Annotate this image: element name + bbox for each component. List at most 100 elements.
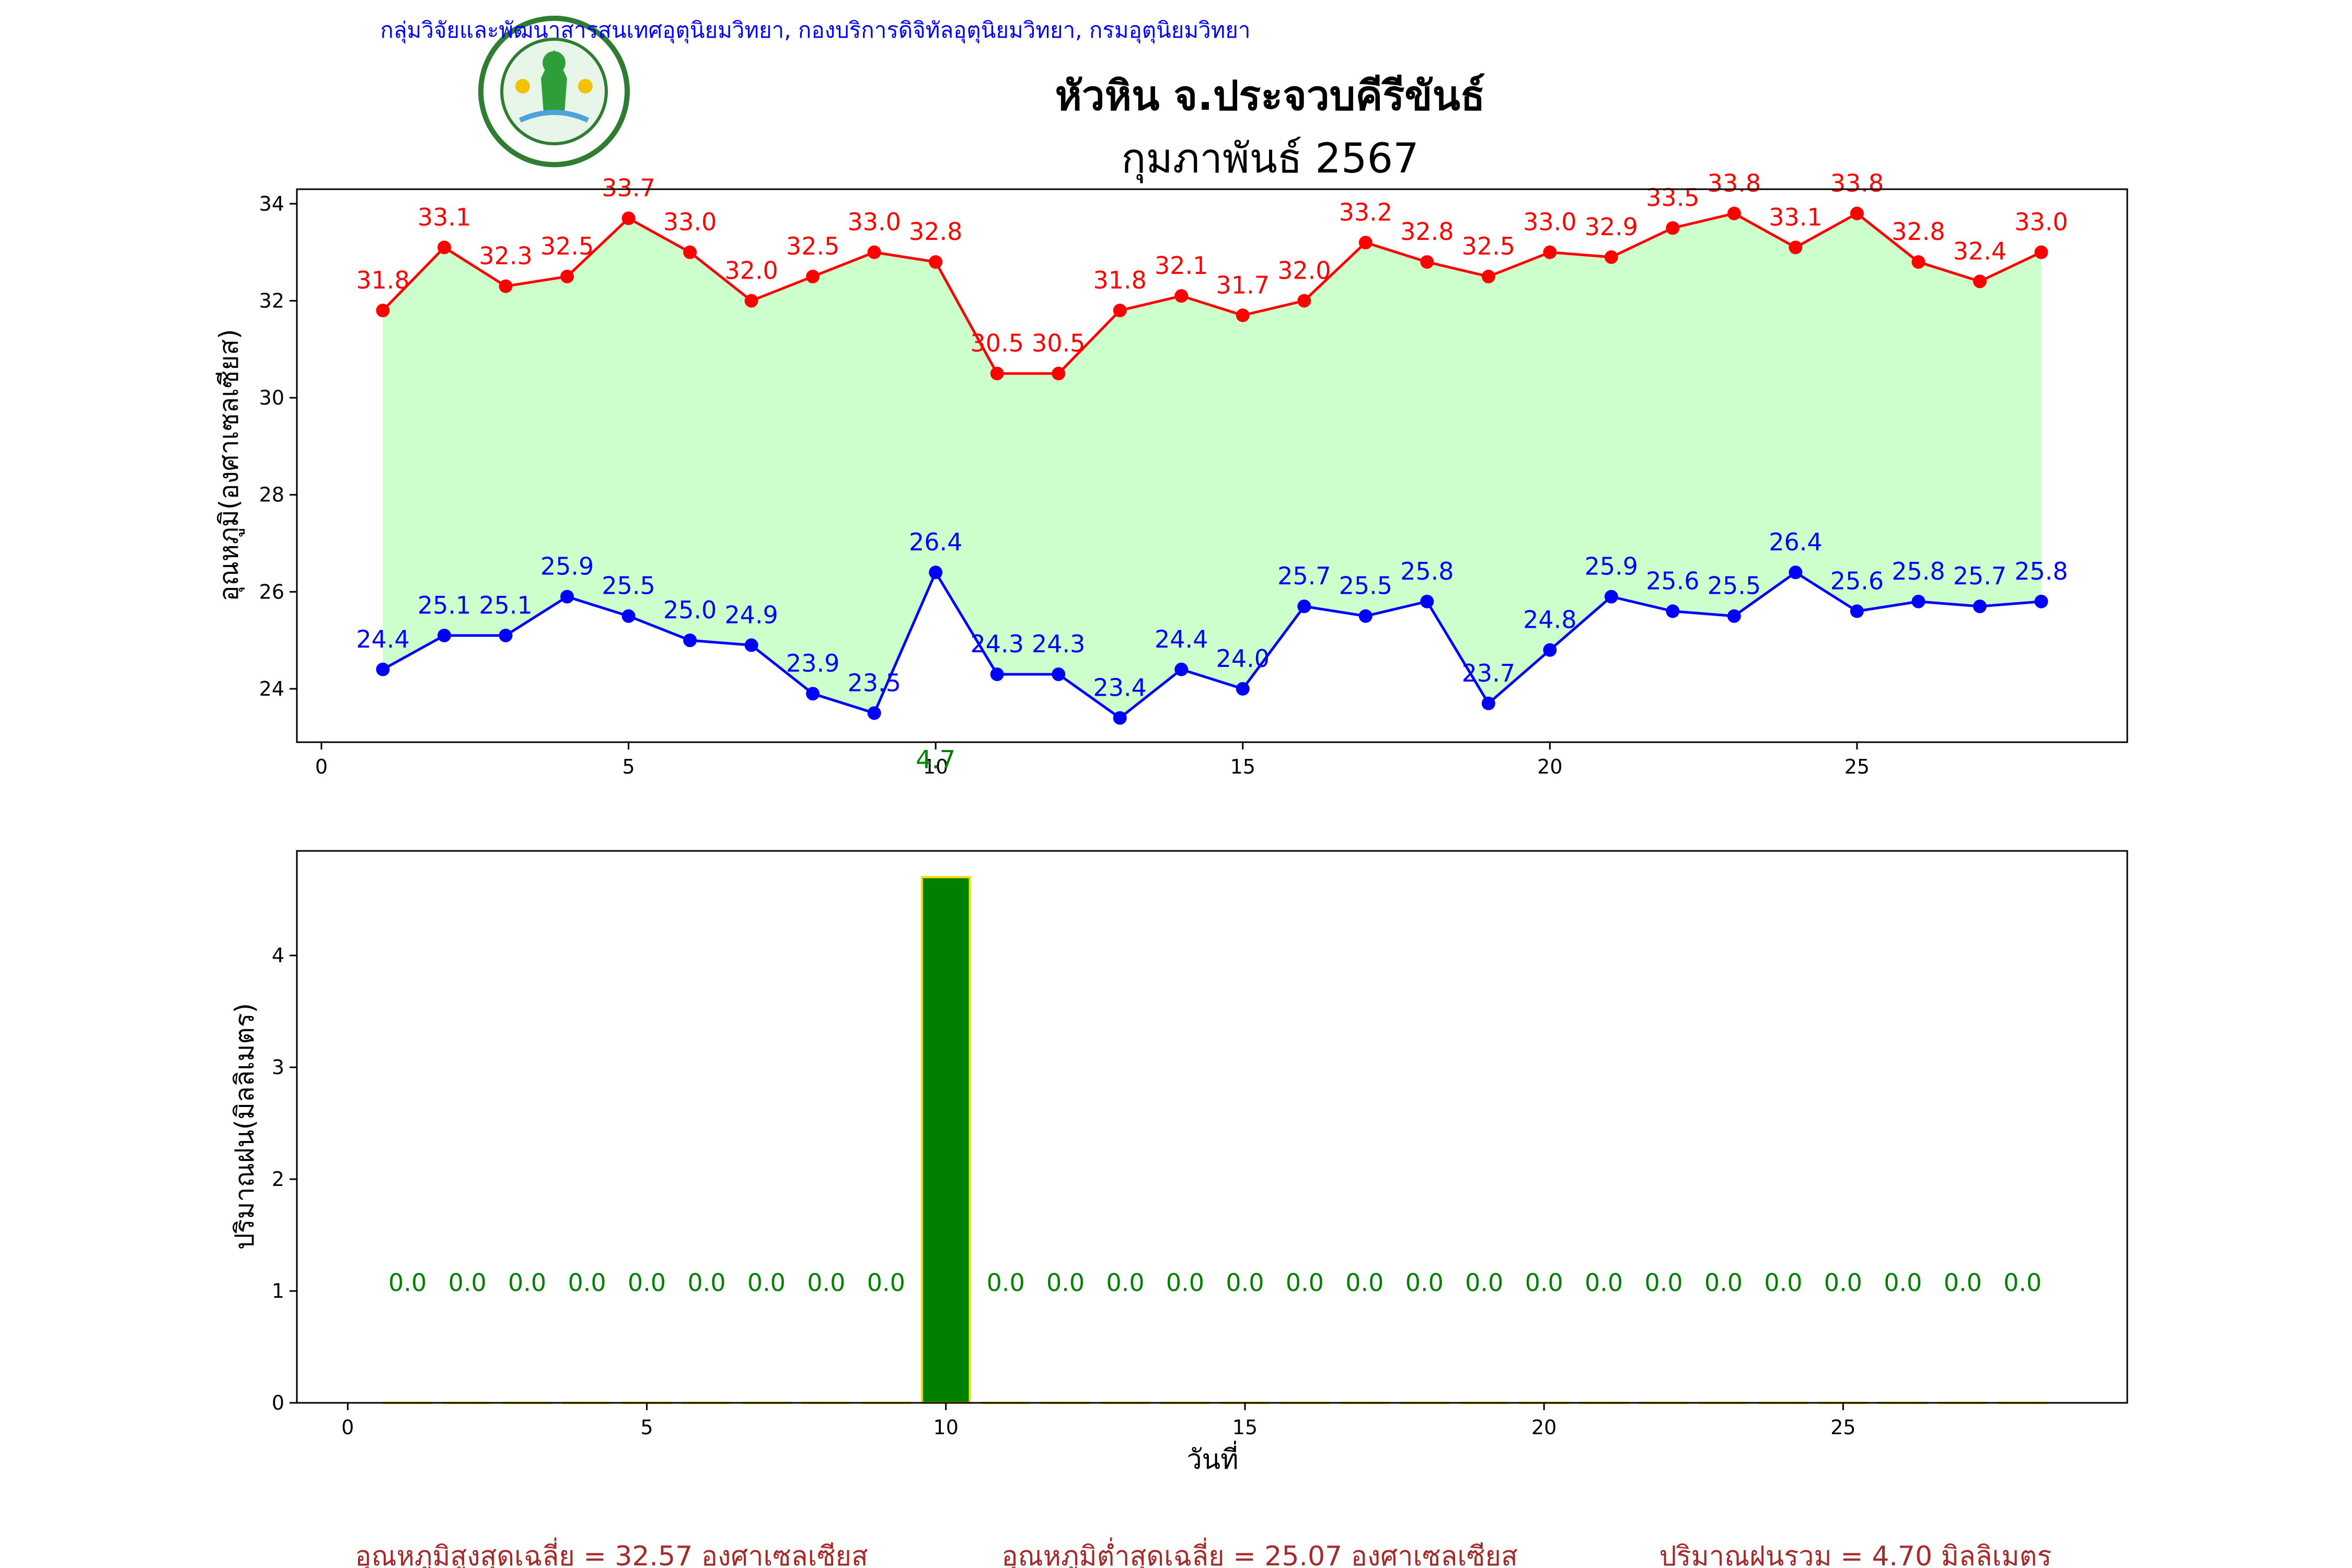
max-temperature-point bbox=[621, 211, 636, 225]
max-temperature-label: 33.1 bbox=[1769, 203, 1822, 231]
min-temperature-label: 25.5 bbox=[602, 572, 655, 600]
max-temperature-point bbox=[1052, 366, 1066, 381]
max-temperature-point bbox=[1358, 236, 1373, 250]
rainfall-value-label: 0.0 bbox=[1465, 1269, 1503, 1297]
x-tick-label: 10 bbox=[933, 1416, 959, 1439]
period-title: กุมภาพันธ์ 2567 bbox=[1121, 135, 1419, 183]
max-temperature-label: 32.8 bbox=[909, 217, 962, 246]
min-temperature-point bbox=[1911, 594, 1926, 608]
min-temperature-point bbox=[1666, 604, 1680, 618]
temperature-value-labels: 31.833.132.3 32.533.733.032.032.533.0 32.8… bbox=[356, 169, 2068, 701]
max-temperature-label: 30.5 bbox=[970, 329, 1023, 358]
max-temperature-point bbox=[376, 304, 390, 318]
max-temperature-label: 32.5 bbox=[786, 232, 839, 260]
max-temperature-point bbox=[683, 245, 697, 259]
min-temperature-label: 24.4 bbox=[1155, 625, 1208, 653]
min-temperature-label: 25.0 bbox=[663, 596, 717, 624]
station-title: หัวหิน จ.ประจวบคีรีขันธ์ bbox=[1055, 73, 1485, 120]
min-temperature-label: 24.0 bbox=[1216, 644, 1270, 673]
rainfall-value-label: 0.0 bbox=[2003, 1269, 2042, 1297]
min-temperature-point bbox=[499, 628, 513, 642]
min-temperature-label: 23.5 bbox=[847, 668, 901, 697]
max-temperature-point bbox=[1604, 250, 1618, 264]
max-temperature-label: 32.9 bbox=[1585, 213, 1638, 241]
rainfall-value-label: 0.0 bbox=[1704, 1269, 1743, 1297]
min-temperature-label: 26.4 bbox=[909, 528, 962, 556]
rainfall-value-label: 0.0 bbox=[1764, 1269, 1802, 1297]
max-temperature-label: 32.8 bbox=[1400, 217, 1454, 246]
max-temperature-label: 33.0 bbox=[1523, 208, 1576, 236]
min-temperature-point bbox=[1481, 696, 1495, 710]
max-temperature-label: 32.1 bbox=[1155, 251, 1208, 280]
min-temperature-point bbox=[1604, 590, 1618, 604]
x-tick-label: 15 bbox=[1230, 755, 1255, 778]
x-tick-label: 20 bbox=[1531, 1416, 1557, 1439]
rainfall-value-label: 0.0 bbox=[1824, 1269, 1862, 1297]
min-temperature-label: 24.8 bbox=[1523, 606, 1576, 634]
min-temperature-point bbox=[1850, 604, 1864, 618]
min-temperature-label: 25.8 bbox=[2014, 557, 2068, 585]
max-temperature-point bbox=[1911, 255, 1926, 269]
x-tick-label: 20 bbox=[1537, 755, 1562, 778]
max-temperature-label: 31.7 bbox=[1216, 271, 1270, 299]
min-temperature-point bbox=[806, 687, 820, 701]
min-temperature-label: 26.4 bbox=[1769, 528, 1822, 556]
y-tick-label: 26 bbox=[259, 580, 284, 603]
min-temperature-point bbox=[1789, 566, 1803, 580]
max-temperature-point bbox=[1420, 255, 1434, 269]
min-temperature-label: 25.9 bbox=[540, 552, 594, 581]
rainfall-value-label: 0.0 bbox=[747, 1269, 786, 1297]
rainfall-value-label: 0.0 bbox=[628, 1269, 666, 1297]
rainfall-value-label: 0.0 bbox=[1644, 1269, 1682, 1297]
y-tick-label: 34 bbox=[259, 192, 284, 215]
min-temperature-point bbox=[1297, 599, 1311, 614]
min-temperature-point bbox=[867, 706, 881, 720]
max-temperature-point bbox=[1666, 221, 1680, 235]
rainfall-bar bbox=[920, 876, 971, 1404]
min-temperature-point bbox=[1236, 682, 1250, 696]
rainfall-y-axis-label: ปริมาณฝน(มิลลิเมตร) bbox=[229, 1003, 260, 1250]
min-temperature-point bbox=[621, 609, 636, 623]
meteorological-department-logo bbox=[478, 16, 630, 167]
temperature-y-axis-label: อุณหภูมิ(องศาเซลเซียส) bbox=[214, 329, 245, 601]
min-temperature-point bbox=[1420, 594, 1434, 608]
max-temperature-line bbox=[382, 212, 2042, 375]
min-temperature-label: 24.4 bbox=[356, 625, 409, 653]
rainfall-value-label: 0.0 bbox=[1525, 1269, 1563, 1297]
x-tick-label: 25 bbox=[1844, 755, 1870, 778]
max-temperature-point bbox=[1543, 245, 1557, 259]
rainfall-value-label: 0.0 bbox=[1226, 1269, 1264, 1297]
max-temperature-point bbox=[1236, 308, 1250, 322]
max-temperature-label: 31.8 bbox=[1093, 266, 1147, 294]
max-temperature-point bbox=[437, 240, 452, 255]
min-temperature-point bbox=[929, 566, 943, 580]
min-temperature-line bbox=[382, 569, 2042, 720]
min-temperature-label: 25.1 bbox=[479, 591, 532, 619]
min-temperature-label: 25.8 bbox=[1892, 557, 1945, 585]
rainfall-value-label: 0.0 bbox=[1585, 1269, 1623, 1297]
max-temperature-label: 33.5 bbox=[1646, 183, 1699, 212]
max-temperature-label: 31.8 bbox=[356, 266, 409, 294]
rainfall-value-label: 0.0 bbox=[1884, 1269, 1922, 1297]
max-temperature-point bbox=[2034, 245, 2048, 259]
max-temperature-point bbox=[1174, 289, 1189, 303]
max-temperature-point bbox=[1973, 274, 1987, 289]
max-temperature-label: 32.8 bbox=[1892, 217, 1945, 246]
max-temperature-label: 33.8 bbox=[1708, 169, 1761, 197]
max-temperature-point bbox=[1789, 240, 1803, 255]
rainfall-value-label: 0.0 bbox=[987, 1269, 1025, 1297]
min-temperature-point bbox=[744, 638, 758, 652]
max-temperature-label: 33.0 bbox=[847, 208, 901, 236]
temperature-y-axis: 24 26 28 30 32 34 bbox=[259, 192, 297, 700]
min-temperature-label: 23.7 bbox=[1462, 659, 1515, 687]
temperature-panel: 31.833.132.3 32.533.733.032.032.533.0 32.8… bbox=[214, 169, 2128, 778]
rainfall-value-label: 0.0 bbox=[1166, 1269, 1204, 1297]
min-temperature-label: 25.5 bbox=[1708, 572, 1761, 600]
x-tick-label: 5 bbox=[622, 755, 635, 778]
max-temperature-label: 33.2 bbox=[1339, 198, 1392, 226]
y-tick-label: 30 bbox=[259, 386, 284, 409]
x-tick-label: 10 bbox=[923, 755, 948, 778]
min-temperature-point bbox=[1358, 609, 1373, 623]
min-temperature-label: 25.6 bbox=[1646, 567, 1699, 595]
min-temperature-label: 25.9 bbox=[1585, 552, 1638, 581]
